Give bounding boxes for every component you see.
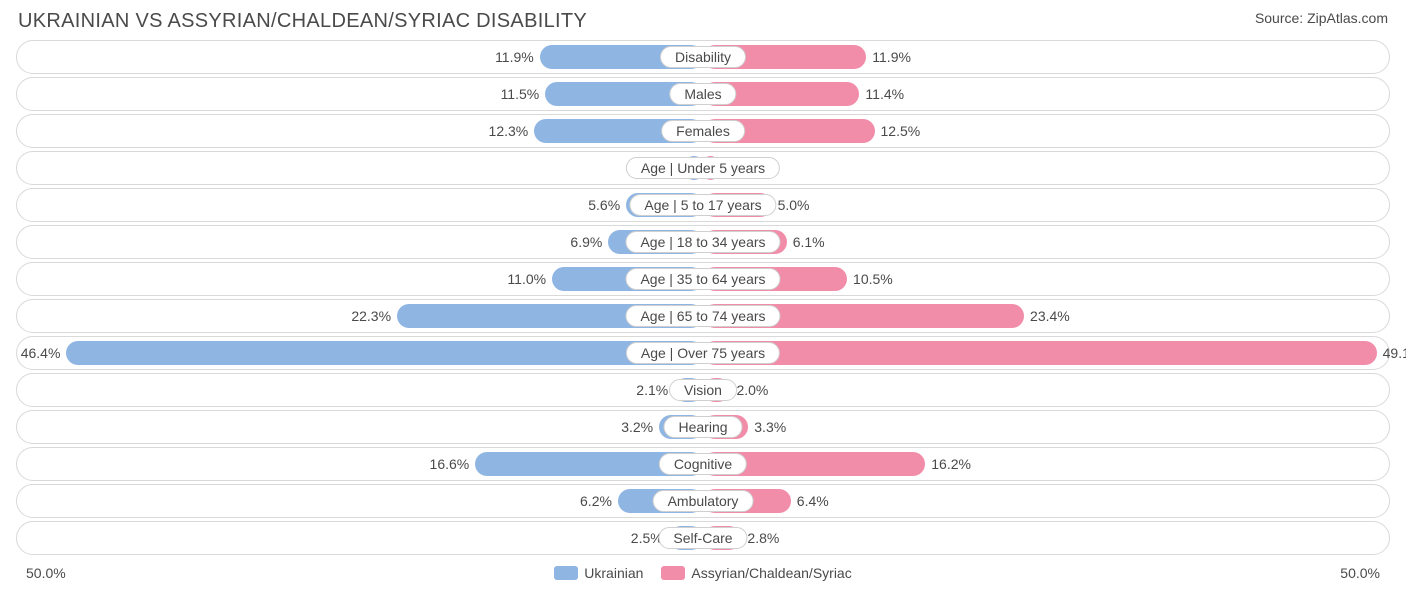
value-label-right: 10.5%: [853, 271, 893, 287]
chart-area: 11.9% 11.9% Disability 11.5% 11.4% Males 12.3%…: [0, 40, 1406, 555]
value-label-left: 11.0%: [507, 271, 546, 287]
value-label-right: 23.4%: [1030, 308, 1070, 324]
value-label-right: 11.9%: [872, 49, 911, 65]
value-label-left: 12.3%: [489, 123, 529, 139]
bar-left: [66, 341, 703, 365]
value-label-left: 11.9%: [495, 49, 534, 65]
legend-label-right: Assyrian/Chaldean/Syriac: [691, 565, 851, 581]
value-label-right: 2.0%: [736, 382, 768, 398]
chart-footer: 50.0% Ukrainian Assyrian/Chaldean/Syriac…: [0, 559, 1406, 587]
value-label-right: 5.0%: [778, 197, 810, 213]
chart-row: 6.9% 6.1% Age | 18 to 34 years: [16, 225, 1390, 259]
row-category-label: Disability: [660, 46, 746, 68]
value-label-right: 49.1%: [1383, 345, 1406, 361]
legend-swatch-right: [661, 566, 685, 580]
value-label-right: 11.4%: [865, 86, 904, 102]
legend-label-left: Ukrainian: [584, 565, 643, 581]
row-category-label: Ambulatory: [653, 490, 754, 512]
row-category-label: Age | 35 to 64 years: [625, 268, 780, 290]
value-label-left: 11.5%: [501, 86, 540, 102]
chart-row: 46.4%49.1%Age | Over 75 years: [16, 336, 1390, 370]
value-label-right: 2.8%: [747, 530, 779, 546]
row-category-label: Age | 5 to 17 years: [629, 194, 776, 216]
chart-row: 11.5% 11.4% Males: [16, 77, 1390, 111]
chart-source: Source: ZipAtlas.com: [1255, 10, 1388, 26]
chart-row: 11.0% 10.5% Age | 35 to 64 years: [16, 262, 1390, 296]
row-category-label: Age | 18 to 34 years: [625, 231, 780, 253]
value-label-left: 46.4%: [21, 345, 61, 361]
chart-row: 2.1% 2.0%Vision: [16, 373, 1390, 407]
row-category-label: Age | Under 5 years: [626, 157, 780, 179]
value-label-left: 6.9%: [570, 234, 602, 250]
row-category-label: Females: [661, 120, 745, 142]
value-label-right: 6.4%: [797, 493, 829, 509]
row-category-label: Hearing: [663, 416, 742, 438]
value-label-left: 3.2%: [621, 419, 653, 435]
value-label-right: 12.5%: [881, 123, 921, 139]
axis-label-left: 50.0%: [26, 565, 66, 581]
value-label-left: 16.6%: [430, 456, 470, 472]
row-category-label: Age | 65 to 74 years: [625, 305, 780, 327]
row-category-label: Males: [669, 83, 736, 105]
value-label-left: 5.6%: [588, 197, 620, 213]
chart-row: 2.5%2.8%Self-Care: [16, 521, 1390, 555]
value-label-left: 22.3%: [351, 308, 391, 324]
legend-swatch-left: [554, 566, 578, 580]
axis-label-right: 50.0%: [1340, 565, 1380, 581]
row-category-label: Self-Care: [658, 527, 747, 549]
chart-row: 6.2% 6.4% Ambulatory: [16, 484, 1390, 518]
chart-title: UKRAINIAN VS ASSYRIAN/CHALDEAN/SYRIAC DI…: [18, 10, 587, 33]
chart-row: 5.6% 5.0%Age | 5 to 17 years: [16, 188, 1390, 222]
chart-row: 12.3% 12.5% Females: [16, 114, 1390, 148]
chart-row: 3.2% 3.3% Hearing: [16, 410, 1390, 444]
chart-header: UKRAINIAN VS ASSYRIAN/CHALDEAN/SYRIAC DI…: [0, 0, 1406, 37]
value-label-right: 16.2%: [931, 456, 971, 472]
chart-row: 11.9% 11.9% Disability: [16, 40, 1390, 74]
row-category-label: Age | Over 75 years: [626, 342, 780, 364]
value-label-right: 3.3%: [754, 419, 786, 435]
chart-row: 16.6% 16.2% Cognitive: [16, 447, 1390, 481]
bar-right: [703, 341, 1377, 365]
value-label-left: 2.1%: [636, 382, 668, 398]
chart-row: 22.3% 23.4% Age | 65 to 74 years: [16, 299, 1390, 333]
value-label-left: 6.2%: [580, 493, 612, 509]
legend-item-right: Assyrian/Chaldean/Syriac: [661, 565, 851, 581]
legend-item-left: Ukrainian: [554, 565, 643, 581]
chart-legend: Ukrainian Assyrian/Chaldean/Syriac: [554, 565, 851, 581]
value-label-right: 6.1%: [793, 234, 825, 250]
row-category-label: Vision: [669, 379, 737, 401]
chart-row: 1.3%1.1%Age | Under 5 years: [16, 151, 1390, 185]
row-category-label: Cognitive: [659, 453, 747, 475]
